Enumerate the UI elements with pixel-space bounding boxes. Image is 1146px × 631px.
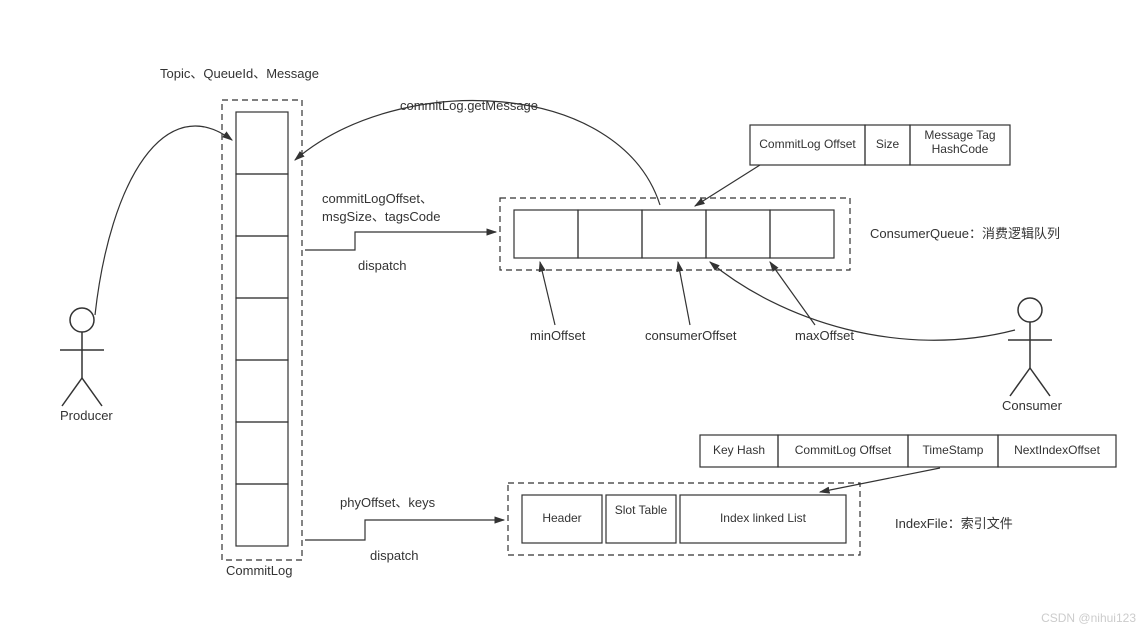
consumeroffset-label: consumerOffset [645, 328, 737, 343]
minoffset-label: minOffset [530, 328, 585, 343]
idx-rec-1: CommitLog Offset [778, 443, 908, 457]
maxoffset-label: maxOffset [795, 328, 854, 343]
idx-rec-3: NextIndexOffset [998, 443, 1116, 457]
watermark: CSDN @nihui123 [1041, 611, 1136, 625]
minoffset-arrow [540, 262, 555, 325]
cq-rec-2: Message Tag HashCode [910, 128, 1010, 157]
maxoffset-arrow [770, 262, 815, 325]
producer-arrow [95, 126, 232, 315]
commitlog-cells [236, 112, 288, 546]
indexfile-label: IndexFile：索引文件 [895, 513, 1013, 532]
producer-actor [60, 308, 104, 406]
consumerqueue-container [500, 198, 850, 270]
index-record-arrow [820, 468, 940, 492]
topic-label: Topic、QueueId、Message [160, 63, 319, 82]
dispatch2-line1: phyOffset、keys [340, 492, 435, 511]
consumer-label: Consumer [1002, 398, 1062, 413]
commitlog-container [222, 100, 302, 560]
idx-cell-1: Slot Table [606, 503, 676, 517]
dispatch1-line1: commitLogOffset、 [322, 188, 433, 207]
consumer-actor [1008, 298, 1052, 396]
cq-record-arrow [695, 165, 760, 206]
consumerqueue-cells [514, 210, 834, 258]
dispatch1-arrow [305, 232, 496, 250]
idx-rec-2: TimeStamp [908, 443, 998, 457]
getmessage-label: commitLog.getMessage [400, 98, 538, 113]
idx-cell-2: Index linked List [680, 511, 846, 525]
dispatch2-arrow [305, 520, 504, 540]
consumeroffset-arrow [678, 262, 690, 325]
idx-rec-0: Key Hash [700, 443, 778, 457]
consumerqueue-label: ConsumerQueue：消费逻辑队列 [870, 223, 1060, 242]
dispatch2-label: dispatch [370, 548, 418, 563]
diagram-svg [0, 0, 1146, 631]
consumer-arrow [710, 262, 1015, 340]
producer-label: Producer [60, 408, 113, 423]
dispatch1-line2: msgSize、tagsCode [322, 206, 441, 225]
cq-rec-1: Size [865, 137, 910, 151]
cq-rec-0: CommitLog Offset [750, 137, 865, 151]
dispatch1-label: dispatch [358, 258, 406, 273]
idx-cell-0: Header [522, 511, 602, 525]
commitlog-label: CommitLog [226, 563, 292, 578]
